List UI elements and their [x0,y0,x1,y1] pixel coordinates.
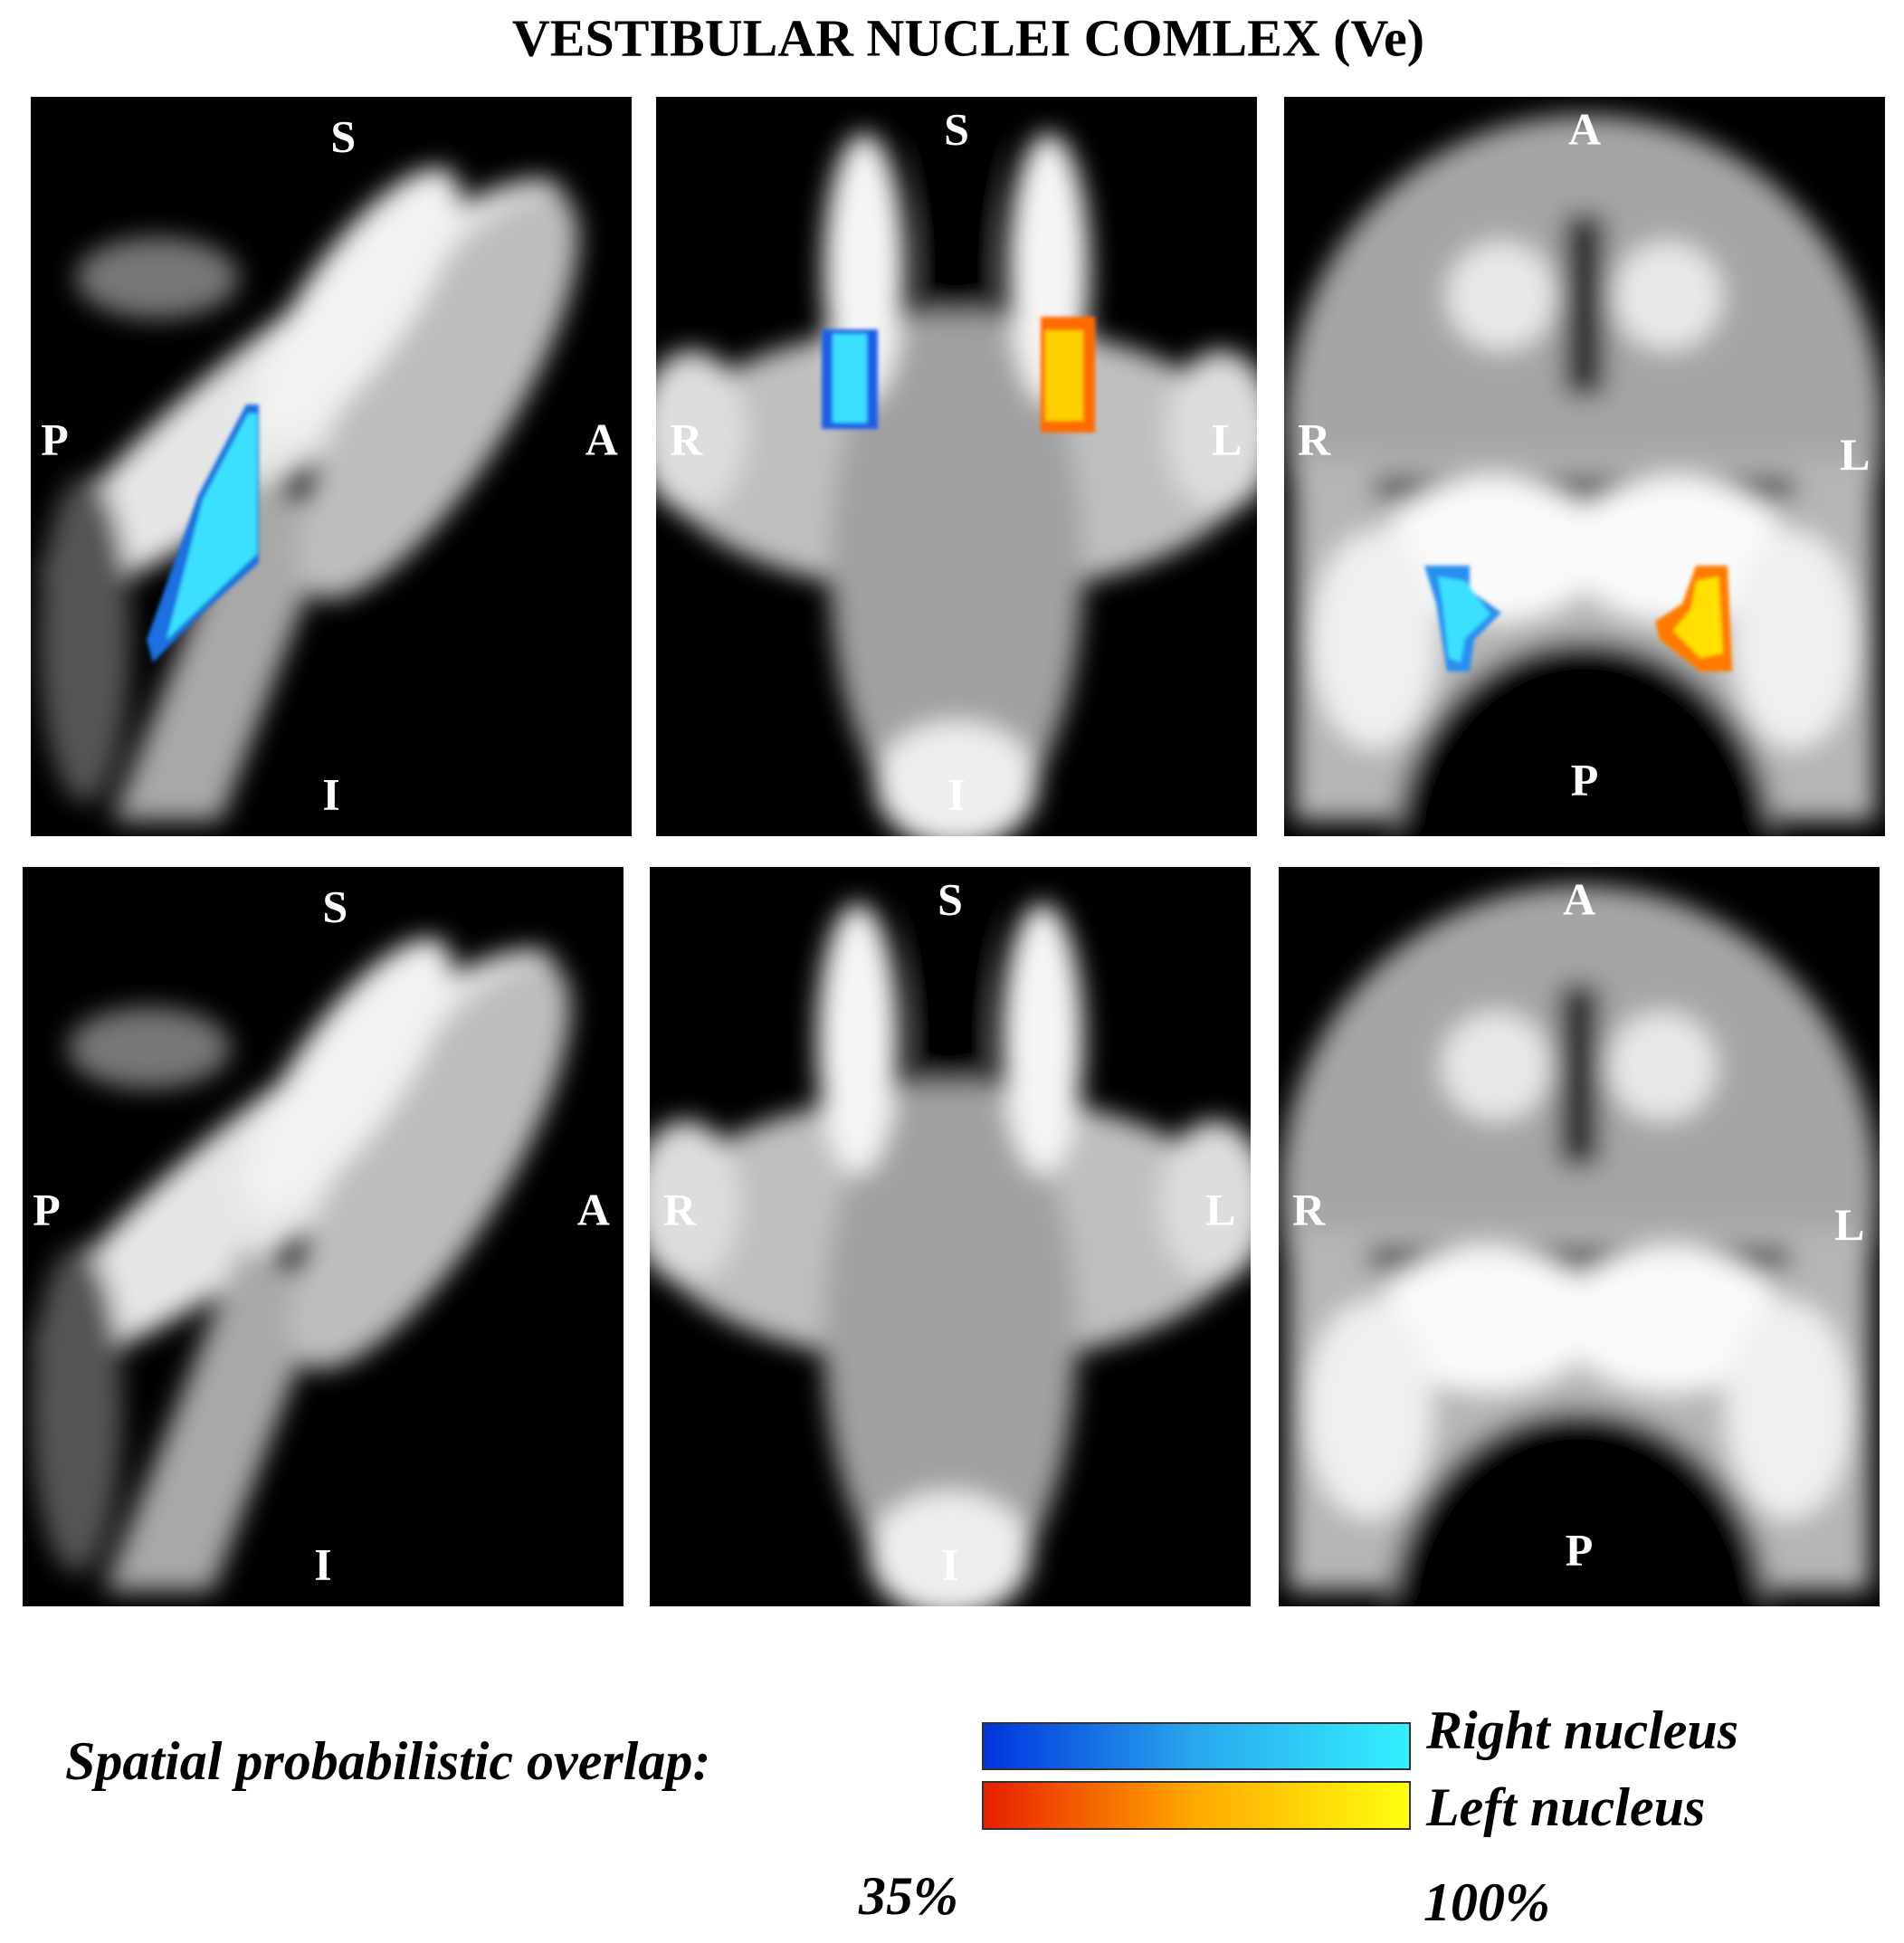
orientation-label: R [1298,414,1331,464]
orientation-label: A [577,1184,610,1234]
anatomy [823,1066,1077,1606]
overlay-left [1673,576,1723,658]
anatomy [40,477,130,803]
overlay-right [167,414,257,640]
anatomy [656,350,747,513]
orientation-label: R [663,1184,697,1234]
anatomy [1608,1012,1717,1120]
anatomy [1002,903,1083,1175]
anatomy [1160,1120,1251,1283]
anatomy [1726,1301,1852,1519]
orientation-label: P [41,414,69,464]
orientation-label: I [941,1539,958,1590]
overlay-right [833,334,867,423]
anatomy [650,1120,740,1283]
mri-panel: S I P A [31,97,632,836]
anatomy [289,961,571,1370]
anatomy [1563,1247,1780,1392]
mri-panel: S I R L [650,867,1251,1606]
anatomy [1442,1012,1550,1120]
anatomy-image [40,167,579,821]
anatomy [112,477,338,821]
anatomy-image [650,903,1251,1606]
colorbar-right [982,1722,1411,1770]
orientation-label: L [1212,414,1242,464]
mri-panel: A P R L [1279,867,1880,1606]
legend-entry: Left nucleus [1425,1777,1705,1837]
orientation-label: I [947,769,965,820]
anatomy [830,296,1083,836]
figure-title: VESTIBULAR NUCLEI COMLEX (Ve) [512,8,1424,67]
orientation-label: L [1840,429,1870,480]
orientation-label: S [944,103,969,154]
mri-panel: A P R L [1284,97,1885,836]
legend-label: Spatial probabilistic overlap: [65,1731,710,1791]
overlay-left [1045,330,1083,421]
overlay-right [1438,576,1490,662]
anatomy [104,1247,330,1591]
legend-entry: Right nucleus [1425,1700,1738,1760]
anatomy [1395,640,1775,836]
orientation-label: P [1571,754,1599,805]
overlay [1424,566,1732,671]
anatomy [32,1247,122,1573]
orientation-label: A [1568,103,1601,154]
mri-panel: S I P A [23,867,624,1606]
anatomy-image [1280,885,1878,1606]
anatomy [1568,477,1785,622]
anatomy [1565,214,1604,395]
orientation-label: S [330,110,356,161]
anatomy [1166,350,1257,513]
anatomy [1306,1301,1433,1519]
orientation-label: A [1563,873,1595,924]
anatomy [1614,242,1722,350]
anatomy [1311,531,1438,748]
anatomy [297,191,579,600]
orientation-label: P [1566,1524,1594,1575]
anatomy [817,903,899,1175]
orientation-label: R [670,414,703,464]
legend: Spatial probabilistic overlap: Right nuc… [65,1700,1738,1932]
orientation-label: P [33,1184,61,1234]
overlay [147,405,259,662]
orientation-label: S [322,881,347,931]
orientation-label: S [938,873,963,924]
anatomy [252,167,461,443]
anatomy [76,237,239,319]
colorbar-left [982,1781,1411,1830]
anatomy [928,133,985,314]
colorbar-min: 35% [858,1866,958,1926]
orientation-label: L [1834,1199,1864,1250]
anatomy [875,721,1038,836]
anatomy [244,938,452,1213]
overlay [822,317,1095,433]
anatomy [869,1491,1032,1606]
orientation-label: I [322,769,339,820]
anatomy [1447,242,1556,350]
anatomy [68,1007,231,1089]
orientation-label: I [314,1539,331,1590]
orientation-label: R [1292,1184,1326,1234]
anatomy [921,903,979,1084]
orientation-label: A [585,414,618,464]
anatomy [1559,985,1599,1166]
anatomy [1731,531,1858,748]
orientation-label: L [1205,1184,1235,1234]
anatomy [1389,1410,1769,1606]
colorbar-max: 100% [1423,1872,1550,1932]
mri-panel: S I R L [656,97,1257,836]
anatomy-image [32,938,571,1591]
anatomy [1378,1247,1595,1392]
